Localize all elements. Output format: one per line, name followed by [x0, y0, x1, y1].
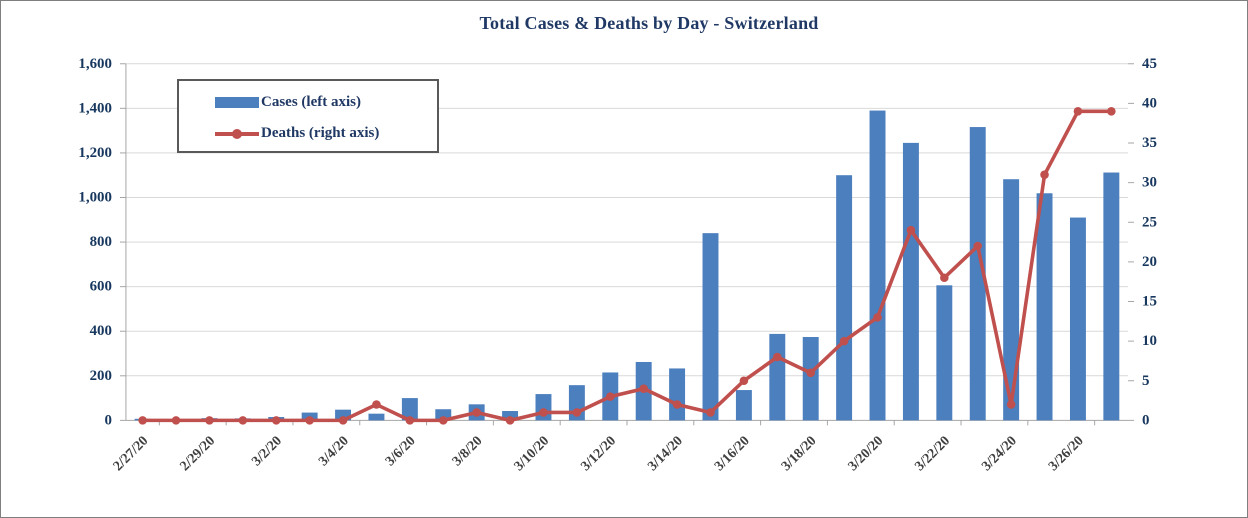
y-axis-left-label: 200: [90, 368, 112, 384]
deaths-point: [405, 416, 415, 425]
deaths-point: [1006, 400, 1016, 409]
cases-bar: [902, 142, 919, 421]
x-axis-label: 3/4/20: [316, 433, 352, 469]
deaths-point: [739, 376, 749, 386]
cases-swatch: [215, 97, 259, 108]
x-axis-label: 3/26/20: [1046, 433, 1087, 474]
legend: Cases (left axis) Deaths (right axis): [177, 79, 439, 153]
cases-bar: [669, 368, 686, 421]
y-axis-right-label: 45: [1142, 56, 1157, 72]
cases-bar: [1036, 193, 1053, 421]
x-axis-label: 3/20/20: [846, 433, 887, 474]
deaths-point: [171, 416, 181, 425]
x-axis-labels: 2/27/20 2/29/20 3/2/20 3/4/20 3/6/20 3/8/20 3/…: [111, 433, 1087, 474]
cases-bar: [1003, 179, 1020, 421]
y-axis-right-label: 15: [1142, 294, 1157, 310]
x-axis-label: 3/18/20: [779, 433, 820, 474]
deaths-point: [1107, 107, 1116, 116]
y-axis-right-label: 5: [1142, 373, 1149, 389]
y-axis-right-label: 25: [1142, 214, 1157, 230]
y-axis-left-label: 800: [90, 234, 112, 250]
x-axis-label: 3/24/20: [979, 433, 1020, 474]
cases-bar: [836, 175, 853, 421]
legend-label-deaths: Deaths (right axis): [261, 125, 380, 141]
deaths-point: [305, 416, 314, 425]
deaths-point: [672, 400, 682, 409]
deaths-point: [1040, 170, 1049, 179]
y-axis-left-label: 1,600: [78, 56, 112, 72]
legend-label-cases: Cases (left axis): [261, 94, 361, 110]
deaths-point: [639, 384, 648, 393]
deaths-point: [205, 416, 214, 425]
deaths-point: [572, 408, 582, 417]
x-axis-label: 3/16/20: [712, 433, 753, 474]
deaths-point: [271, 416, 281, 425]
cases-bar: [1069, 217, 1086, 421]
cases-bar: [368, 413, 385, 421]
deaths-line: [138, 107, 1116, 425]
deaths-point: [873, 313, 882, 322]
x-axis-label: 3/10/20: [512, 433, 553, 474]
x-axis-label: 3/6/20: [383, 433, 419, 469]
y-axis-left-label: 1,400: [78, 100, 112, 116]
cases-bar: [702, 233, 719, 421]
y-axis-left-label: 1,000: [78, 189, 112, 205]
deaths-swatch: [215, 128, 259, 139]
cases-bar: [802, 337, 819, 421]
cases-bar: [1103, 172, 1120, 421]
deaths-point: [505, 416, 515, 425]
y-axis-left-labels: 0 200 400 600 800 1,000 1,200 1,400 1,600: [78, 56, 112, 429]
cases-bar: [769, 333, 786, 421]
deaths-swatch-marker: [232, 128, 242, 139]
deaths-point: [839, 336, 849, 346]
y-axis-left-label: 600: [90, 279, 112, 295]
cases-bar: [869, 110, 886, 421]
cases-bar: [401, 398, 418, 421]
y-axis-right-label: 30: [1142, 175, 1157, 191]
cases-bar: [502, 411, 519, 421]
deaths-point: [606, 392, 615, 401]
legend-item-deaths: Deaths (right axis): [215, 120, 437, 147]
cases-bar: [735, 390, 752, 421]
y-axis-left-label: 400: [90, 323, 112, 339]
x-axis-label: 3/14/20: [645, 433, 686, 474]
deaths-point: [138, 416, 147, 425]
deaths-point: [472, 408, 481, 417]
deaths-point: [338, 416, 348, 425]
deaths-point: [706, 408, 715, 417]
legend-item-cases: Cases (left axis): [215, 89, 437, 116]
deaths-point: [773, 352, 782, 362]
y-axis-left-label: 0: [105, 412, 112, 428]
deaths-point: [906, 225, 916, 235]
deaths-point: [238, 416, 248, 425]
y-axis-right-label: 20: [1142, 254, 1157, 270]
x-axis-label: 3/2/20: [249, 433, 285, 469]
cases-bar: [435, 409, 452, 421]
x-axis-label: 3/8/20: [450, 433, 486, 469]
x-axis-label: 3/12/20: [578, 433, 619, 474]
deaths-point: [438, 416, 448, 425]
x-axis-label: 2/27/20: [111, 433, 152, 474]
deaths-point: [1073, 107, 1083, 116]
y-axis-right-label: 40: [1142, 95, 1157, 111]
y-axis-right-label: 35: [1142, 135, 1157, 151]
deaths-point: [539, 408, 548, 417]
deaths-point: [940, 273, 949, 283]
y-axis-right-label: 10: [1142, 333, 1157, 349]
cases-bar: [936, 285, 953, 421]
deaths-point: [973, 241, 983, 251]
y-axis-right-labels: 0 5 10 15 20 25 30 35 40 45: [1142, 56, 1157, 429]
cases-bar: [969, 127, 986, 421]
y-axis-left-label: 1,200: [78, 145, 112, 161]
cases-bars: [134, 110, 1120, 421]
x-axis-label: 2/29/20: [178, 433, 219, 474]
x-axis-label: 3/22/20: [912, 433, 953, 474]
chart-title: Total Cases & Deaths by Day - Switzerlan…: [479, 13, 819, 33]
deaths-polyline: [142, 109, 1112, 423]
cases-bar: [335, 409, 352, 421]
y-axis-right-label: 0: [1142, 412, 1149, 428]
deaths-point: [372, 400, 381, 409]
deaths-point: [806, 368, 815, 378]
